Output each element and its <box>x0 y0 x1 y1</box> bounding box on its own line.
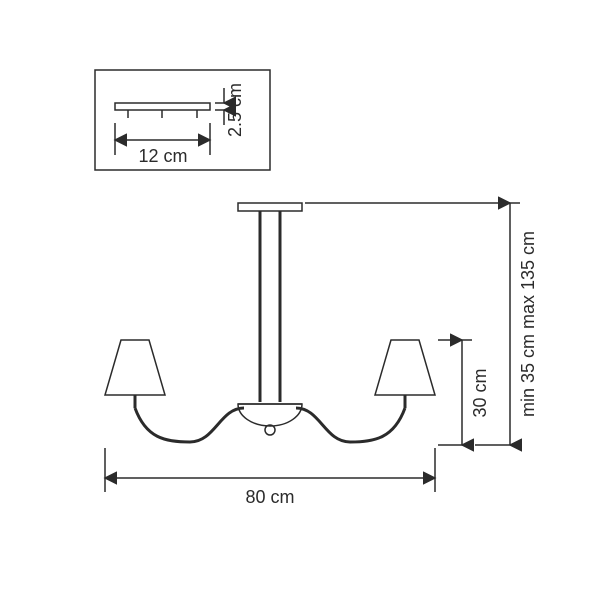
inset-detail: 12 cm 2.5 cm <box>95 70 270 170</box>
inset-width-label: 12 cm <box>138 146 187 166</box>
overall-height-dimension: min 35 cm max 135 cm <box>305 203 538 445</box>
right-shade <box>375 340 435 395</box>
left-shade <box>105 340 165 395</box>
left-arm <box>135 408 244 442</box>
pendant-fixture <box>105 203 435 442</box>
width-label: 80 cm <box>245 487 294 507</box>
shade-height-label: 30 cm <box>470 368 490 417</box>
right-arm <box>296 408 405 442</box>
dimension-drawing: 12 cm 2.5 cm 80 cm 30 cm min 35 cm max 1… <box>0 0 600 600</box>
inset-height-label: 2.5 cm <box>225 83 245 137</box>
width-dimension: 80 cm <box>105 448 435 507</box>
shade-height-dimension: 30 cm <box>438 340 490 445</box>
overall-height-label: min 35 cm max 135 cm <box>518 231 538 417</box>
